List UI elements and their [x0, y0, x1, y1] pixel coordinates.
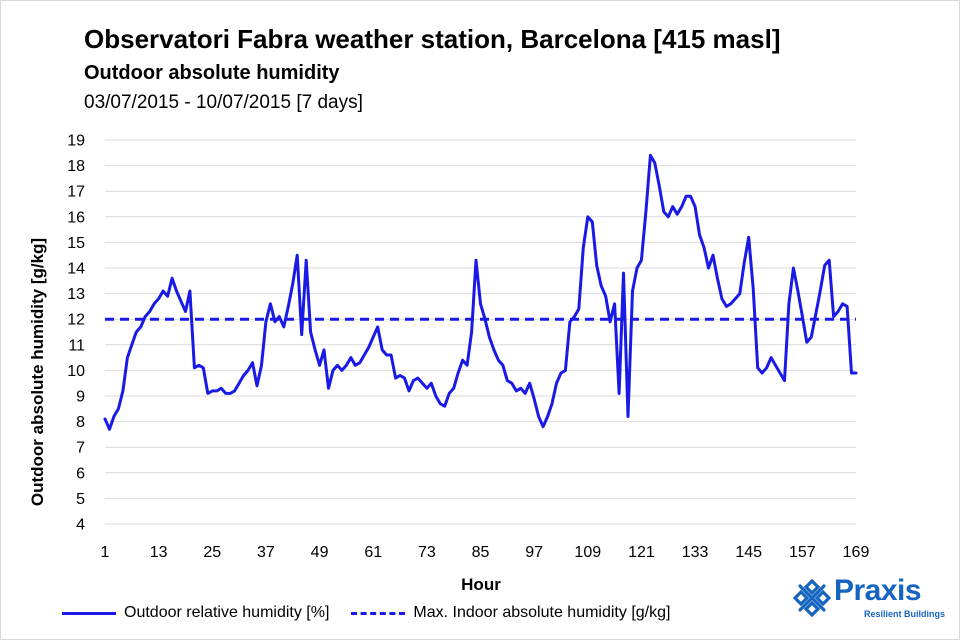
y-axis-title: Outdoor absolute humidity [g/kg] [28, 238, 47, 506]
legend-item-outdoor: Outdoor relative humidity [%] [62, 604, 329, 622]
chart-title: Observatori Fabra weather station, Barce… [84, 24, 781, 54]
y-tick-18: 18 [67, 158, 85, 175]
y-tick-4: 4 [76, 517, 85, 534]
line-chart: 4 5 6 7 8 9 10 11 12 13 14 15 16 17 18 19 1 13 25 37 49 61 73… [28, 133, 870, 595]
x-tick-61: 61 [364, 544, 382, 561]
legend-item-indoor-max: Max. Indoor absolute humidity [g/kg] [351, 604, 670, 622]
x-tick-97: 97 [525, 544, 543, 561]
praxis-logo-icon [792, 578, 832, 618]
legend-label-outdoor: Outdoor relative humidity [%] [124, 604, 330, 621]
y-tick-19: 19 [67, 133, 85, 150]
legend-swatch-dashed [351, 611, 406, 615]
praxis-logo-wordmark: Praxis [834, 574, 922, 607]
legend: Outdoor relative humidity [%] Max. Indoo… [62, 602, 692, 624]
y-tick-12: 12 [67, 312, 85, 329]
y-tick-11: 11 [68, 337, 85, 354]
x-tick-73: 73 [418, 544, 436, 561]
y-tick-6: 6 [76, 465, 85, 482]
x-tick-85: 85 [472, 544, 490, 561]
grid-lines [105, 139, 856, 525]
y-tick-13: 13 [67, 286, 85, 303]
y-tick-16: 16 [67, 209, 85, 226]
x-tick-133: 133 [682, 544, 709, 561]
y-tick-labels: 4 5 6 7 8 9 10 11 12 13 14 15 16 17 18 19 [67, 133, 85, 534]
x-axis-title: Hour [461, 575, 501, 594]
y-tick-10: 10 [67, 363, 85, 380]
praxis-logo-tagline: Resilient Buildings [864, 609, 946, 619]
x-tick-13: 13 [150, 544, 168, 561]
y-tick-14: 14 [67, 261, 85, 278]
y-tick-17: 17 [67, 184, 85, 201]
series-line-outdoor-humidity [103, 153, 858, 431]
x-tick-25: 25 [203, 544, 221, 561]
y-tick-9: 9 [76, 389, 85, 406]
x-tick-37: 37 [257, 544, 275, 561]
y-tick-15: 15 [67, 235, 85, 252]
legend-swatch-solid [62, 611, 116, 615]
x-tick-109: 109 [574, 544, 601, 561]
x-tick-145: 145 [735, 544, 762, 561]
x-tick-1: 1 [101, 544, 110, 561]
x-tick-labels: 1 13 25 37 49 61 73 85 97 109 121 133 145 157 169 [101, 544, 870, 561]
x-tick-121: 121 [628, 544, 655, 561]
y-tick-7: 7 [76, 440, 85, 457]
x-tick-169: 169 [843, 544, 870, 561]
legend-label-indoor-max: Max. Indoor absolute humidity [g/kg] [413, 604, 671, 621]
chart-period: 03/07/2015 - 10/07/2015 [7 days] [84, 92, 363, 113]
praxis-logo: Praxis Resilient Buildings [790, 574, 950, 626]
x-tick-157: 157 [789, 544, 816, 561]
chart-subtitle: Outdoor absolute humidity [84, 62, 340, 84]
x-tick-49: 49 [311, 544, 329, 561]
series-lines [103, 153, 858, 431]
y-tick-5: 5 [76, 491, 85, 508]
y-tick-8: 8 [76, 414, 85, 431]
